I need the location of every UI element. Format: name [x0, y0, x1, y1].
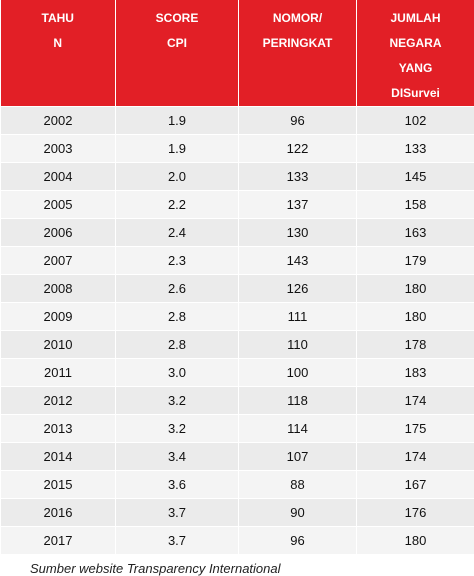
- table-cell: 2012: [1, 387, 116, 415]
- table-cell: 111: [239, 303, 357, 331]
- table-cell: 175: [357, 415, 474, 443]
- table-cell: 180: [357, 303, 474, 331]
- table-cell: 2002: [1, 107, 116, 135]
- table-cell: 180: [357, 275, 474, 303]
- table-cell: 118: [239, 387, 357, 415]
- table-cell: 96: [239, 107, 357, 135]
- header-line: YANG: [361, 56, 470, 81]
- table-cell: 3.4: [116, 443, 239, 471]
- table-cell: 178: [357, 331, 474, 359]
- table-cell: 3.2: [116, 415, 239, 443]
- table-cell: 102: [357, 107, 474, 135]
- table-cell: 2015: [1, 471, 116, 499]
- table-cell: 3.0: [116, 359, 239, 387]
- table-cell: 2013: [1, 415, 116, 443]
- table-cell: 158: [357, 191, 474, 219]
- table-cell: 2005: [1, 191, 116, 219]
- header-line: DISurvei: [361, 81, 470, 106]
- table-cell: 2.8: [116, 303, 239, 331]
- table-cell: 2.3: [116, 247, 239, 275]
- header-line: SCORE: [120, 6, 234, 31]
- table-cell: 2003: [1, 135, 116, 163]
- table-cell: 180: [357, 527, 474, 555]
- table-cell: 1.9: [116, 107, 239, 135]
- table-cell: 137: [239, 191, 357, 219]
- table-cell: 2011: [1, 359, 116, 387]
- table-cell: 2010: [1, 331, 116, 359]
- table-cell: 2016: [1, 499, 116, 527]
- table-cell: 96: [239, 527, 357, 555]
- table-cell: 2004: [1, 163, 116, 191]
- table-cell: 107: [239, 443, 357, 471]
- table-cell: 3.7: [116, 527, 239, 555]
- table-cell: 2.4: [116, 219, 239, 247]
- table-cell: 110: [239, 331, 357, 359]
- table-cell: 174: [357, 443, 474, 471]
- table-cell: 174: [357, 387, 474, 415]
- table-cell: 183: [357, 359, 474, 387]
- table-cell: 3.6: [116, 471, 239, 499]
- header-line: JUMLAH: [361, 6, 470, 31]
- table-cell: 1.9: [116, 135, 239, 163]
- table-cell: 122: [239, 135, 357, 163]
- table-cell: 2017: [1, 527, 116, 555]
- table-cell: 2006: [1, 219, 116, 247]
- page: {"table": { "header": [["TAHU", "N"], ["…: [0, 0, 474, 526]
- table-cell: 3.7: [116, 499, 239, 527]
- table-cell: 176: [357, 499, 474, 527]
- table-cell: 133: [357, 135, 474, 163]
- table-cell: 90: [239, 499, 357, 527]
- table-cell: 3.2: [116, 387, 239, 415]
- table-cell: 126: [239, 275, 357, 303]
- header-cell: NOMOR/PERINGKAT: [239, 0, 357, 107]
- table-cell: 2.6: [116, 275, 239, 303]
- table-cell: 114: [239, 415, 357, 443]
- table-cell: 2007: [1, 247, 116, 275]
- table-cell: 2008: [1, 275, 116, 303]
- table-cell: 130: [239, 219, 357, 247]
- table-cell: 2014: [1, 443, 116, 471]
- table-cell: 143: [239, 247, 357, 275]
- header-line: NOMOR/: [243, 6, 352, 31]
- header-line: N: [5, 31, 112, 56]
- table-cell: 2009: [1, 303, 116, 331]
- table-cell: 2.0: [116, 163, 239, 191]
- table-cell: 88: [239, 471, 357, 499]
- header-line: TAHU: [5, 6, 112, 31]
- table-cell: 133: [239, 163, 357, 191]
- caption: Sumber website Transparency Internationa…: [0, 555, 474, 576]
- table-cell: 167: [357, 471, 474, 499]
- table-cell: 179: [357, 247, 474, 275]
- table-cell: 2.8: [116, 331, 239, 359]
- header-line: NEGARA: [361, 31, 470, 56]
- table-cell: 100: [239, 359, 357, 387]
- header-line: CPI: [120, 31, 234, 56]
- table-cell: 2.2: [116, 191, 239, 219]
- table-cell: 163: [357, 219, 474, 247]
- header-line: PERINGKAT: [243, 31, 352, 56]
- table-cell: 145: [357, 163, 474, 191]
